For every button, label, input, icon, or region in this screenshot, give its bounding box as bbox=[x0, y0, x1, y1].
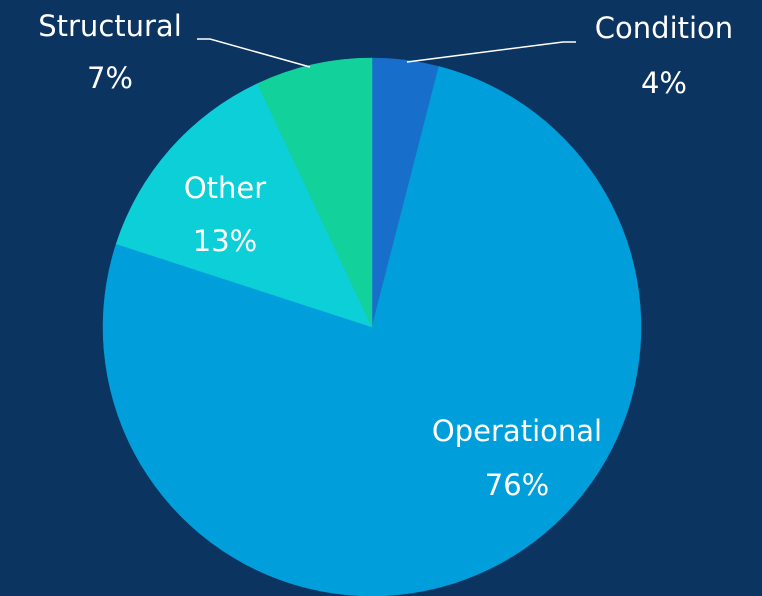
slice-value-label: 4% bbox=[641, 66, 687, 100]
slice-label: Structural bbox=[38, 9, 182, 43]
pie-slice bbox=[102, 66, 642, 596]
leader-line bbox=[406, 41, 576, 63]
pie-slice bbox=[257, 57, 373, 328]
slice-label: Operational bbox=[432, 414, 602, 448]
pie bbox=[102, 57, 642, 596]
slice-value-label: 13% bbox=[193, 224, 257, 258]
slice-label: Other bbox=[184, 171, 266, 205]
slice-value-label: 76% bbox=[485, 468, 549, 502]
slice-value-label: 7% bbox=[87, 61, 133, 95]
leader-line bbox=[197, 38, 311, 68]
pie-slice bbox=[115, 83, 373, 328]
slice-label: Condition bbox=[595, 11, 733, 45]
